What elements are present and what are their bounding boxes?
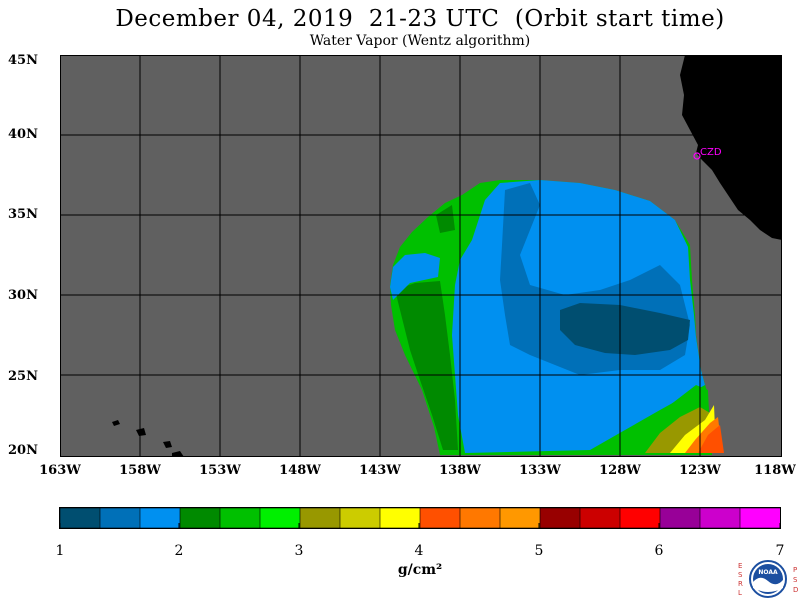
lon-label-153w: 153W [199, 463, 241, 478]
colorbar-tick-5: 5 [534, 543, 544, 559]
land-california [680, 55, 782, 240]
colorbar-tick-7: 7 [775, 543, 785, 559]
lon-label-158w: 158W [119, 463, 161, 478]
logo-letter-d: D [793, 586, 798, 594]
colorbar-cell [299, 507, 341, 529]
lon-label-138w: 138W [439, 463, 481, 478]
lat-label-40n: 40N [8, 127, 38, 142]
lon-label-128w: 128W [599, 463, 641, 478]
lat-label-25n: 25N [8, 369, 38, 384]
colorbar-cell [499, 507, 541, 529]
colorbar-cells [59, 507, 781, 529]
swath [390, 180, 724, 455]
lat-label-20n: 20N [8, 443, 38, 458]
colorbar-cell [739, 507, 781, 529]
map-subtitle: Water Vapor (Wentz algorithm) [309, 33, 531, 49]
station-marker-icon [693, 152, 701, 160]
station-label: CZD [700, 147, 722, 158]
logo-letter-l: L [738, 589, 742, 597]
lon-label-163w: 163W [39, 463, 81, 478]
colorbar-cell [379, 507, 421, 529]
logo-letter-r: R [738, 580, 743, 588]
colorbar [59, 507, 781, 529]
lat-label-30n: 30N [8, 288, 38, 303]
colorbar-cell [179, 507, 221, 529]
colorbar-tick-1: 1 [55, 543, 65, 559]
colorbar-cell [99, 507, 141, 529]
lon-label-133w: 133W [519, 463, 561, 478]
colorbar-tick-3: 3 [294, 543, 304, 559]
colorbar-frame [59, 507, 781, 529]
logo-letter-p: P [793, 566, 797, 574]
colorbar-cell [539, 507, 581, 529]
lon-label-148w: 148W [279, 463, 321, 478]
colorbar-cell [339, 507, 381, 529]
swath-darkgreen-region [395, 281, 458, 450]
logo-letter-e: E [738, 562, 742, 570]
lon-label-123w: 123W [679, 463, 721, 478]
colorbar-cell [699, 507, 741, 529]
island-maui [163, 441, 172, 448]
logo-letter-s: S [738, 571, 743, 579]
island-kauai [112, 420, 120, 426]
colorbar-cell [59, 507, 101, 529]
colorbar-tick-4: 4 [414, 543, 424, 559]
colorbar-tick-2: 2 [174, 543, 184, 559]
lat-label-35n: 35N [8, 207, 38, 222]
colorbar-tick-6: 6 [654, 543, 664, 559]
swath-blue-band-left [390, 253, 440, 300]
colorbar-cell [259, 507, 301, 529]
water-vapor-map: CZD [60, 55, 782, 457]
colorbar-cell [659, 507, 701, 529]
island-hawaii [172, 451, 184, 457]
colorbar-cell [219, 507, 261, 529]
island-oahu [136, 428, 146, 436]
colorbar-cell [579, 507, 621, 529]
graticule [60, 55, 782, 457]
colorbar-unit: g/cm² [397, 562, 443, 578]
colorbar-cell [419, 507, 461, 529]
colorbar-cell [619, 507, 661, 529]
lon-label-118w: 118W [754, 463, 796, 478]
lat-label-45n: 45N [8, 53, 38, 68]
map-frame [60, 55, 782, 457]
noaa-logo-text: NOAA [758, 569, 778, 576]
lon-label-143w: 143W [359, 463, 401, 478]
noaa-bird-icon [753, 577, 783, 592]
map-title: December 04, 2019 21-23 UTC (Orbit start… [115, 6, 725, 32]
swath-darkblue-region [560, 303, 690, 355]
colorbar-cell [459, 507, 501, 529]
noaa-logo: E S R L P S D NOAA [738, 560, 798, 598]
swath-redorange-region [698, 425, 724, 453]
logo-letter-s2: S [793, 576, 798, 584]
colorbar-cell [139, 507, 181, 529]
swath-darkgreen-patch [436, 205, 455, 233]
